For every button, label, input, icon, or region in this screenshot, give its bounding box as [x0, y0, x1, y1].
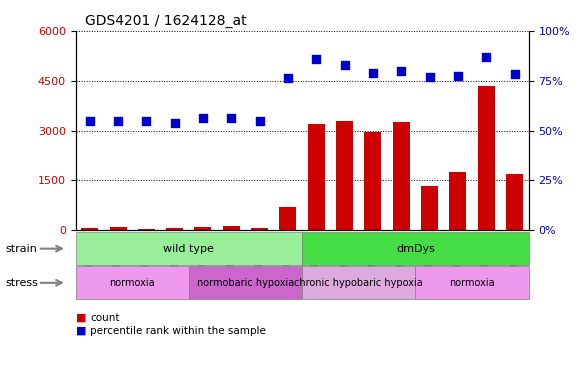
Text: normoxia: normoxia	[449, 278, 495, 288]
Text: ■: ■	[76, 326, 86, 336]
Point	[113, 118, 123, 124]
Bar	[421, 187, 438, 230]
Bar	[195, 227, 211, 230]
Bar	[506, 174, 523, 230]
Point	[510, 71, 519, 77]
Text: ■: ■	[76, 313, 86, 323]
Point	[85, 118, 94, 124]
Bar	[138, 229, 155, 230]
Point	[227, 114, 236, 121]
Text: wild type: wild type	[163, 243, 214, 254]
Text: dmDys: dmDys	[396, 243, 435, 254]
Point	[142, 118, 151, 124]
Text: strain: strain	[6, 243, 38, 254]
Bar	[336, 121, 353, 230]
Text: GDS4201 / 1624128_at: GDS4201 / 1624128_at	[85, 14, 246, 28]
Bar	[251, 228, 268, 230]
Point	[368, 70, 378, 76]
Text: chronic hypobaric hypoxia: chronic hypobaric hypoxia	[295, 278, 423, 288]
Bar	[308, 124, 325, 230]
Bar	[223, 226, 240, 230]
Bar	[110, 227, 127, 230]
Bar	[364, 132, 382, 230]
Bar	[478, 86, 495, 230]
Point	[397, 68, 406, 74]
Text: percentile rank within the sample: percentile rank within the sample	[90, 326, 266, 336]
Bar	[393, 122, 410, 230]
Text: normoxia: normoxia	[109, 278, 155, 288]
Point	[453, 73, 462, 79]
Point	[284, 75, 293, 81]
Bar	[81, 228, 98, 230]
Bar	[450, 172, 467, 230]
Bar	[166, 228, 183, 230]
Text: normobaric hypoxia: normobaric hypoxia	[197, 278, 294, 288]
Point	[170, 119, 180, 126]
Point	[198, 115, 207, 121]
Point	[482, 54, 491, 60]
Point	[311, 56, 321, 62]
Text: count: count	[90, 313, 120, 323]
Point	[255, 118, 264, 124]
Bar	[279, 207, 296, 230]
Point	[425, 74, 434, 80]
Text: stress: stress	[6, 278, 39, 288]
Point	[340, 61, 349, 68]
